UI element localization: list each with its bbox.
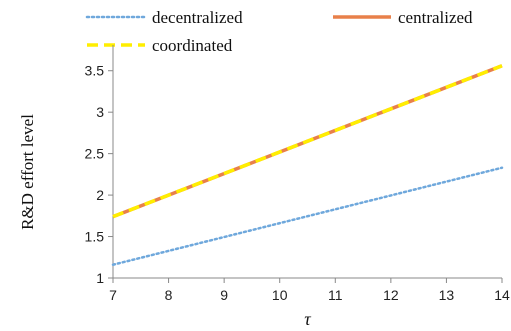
legend-label-coordinated: coordinated — [152, 36, 233, 55]
y-axis-label: R&D effort level — [18, 114, 37, 230]
x-tick-label: 13 — [439, 287, 455, 303]
y-tick-label: 3 — [96, 104, 104, 120]
y-tick-label: 3.5 — [85, 63, 105, 79]
x-tick-label: 10 — [272, 287, 288, 303]
y-tick-label: 1 — [96, 270, 104, 286]
tick-labels: 7 8 9 10 11 12 13 14 1 1.5 2 2.5 3 3.5 — [85, 63, 510, 303]
axes — [108, 45, 503, 283]
series-line-decentralized — [111, 166, 504, 266]
x-tick-label: 7 — [109, 287, 117, 303]
series-line-coordinated — [112, 64, 503, 219]
y-tick-label: 2.5 — [85, 146, 105, 162]
x-tick-label: 11 — [328, 287, 343, 303]
legend: decentralized centralized coordinated — [85, 8, 473, 55]
x-tick-label: 8 — [165, 287, 173, 303]
x-axis-label: τ — [304, 309, 311, 329]
series-lines — [111, 64, 504, 266]
legend-label-decentralized: decentralized — [152, 8, 243, 27]
y-tick-label: 2 — [96, 187, 104, 203]
x-tick-label: 12 — [383, 287, 399, 303]
x-tick-label: 9 — [220, 287, 228, 303]
legend-label-centralized: centralized — [398, 8, 473, 27]
y-tick-label: 1.5 — [85, 229, 105, 245]
x-tick-label: 14 — [494, 287, 510, 303]
